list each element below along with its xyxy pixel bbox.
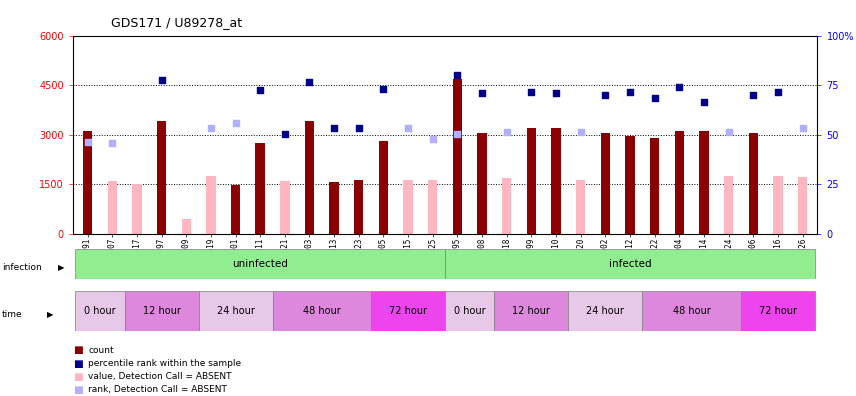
Point: [500, 129, 514, 135]
Text: 48 hour: 48 hour: [673, 306, 710, 316]
Text: GDS171 / U89278_at: GDS171 / U89278_at: [111, 16, 242, 29]
Text: ■: ■: [73, 358, 82, 369]
Point: [155, 77, 169, 84]
Text: 12 hour: 12 hour: [143, 306, 181, 316]
Bar: [403, 179, 413, 234]
Text: 12 hour: 12 hour: [513, 306, 550, 316]
Bar: [206, 176, 216, 234]
Bar: [502, 178, 511, 234]
Bar: [601, 133, 610, 234]
Point: [377, 86, 390, 92]
Bar: [255, 143, 265, 234]
Text: count: count: [88, 346, 114, 355]
Text: infection: infection: [2, 263, 41, 272]
Bar: [699, 131, 709, 234]
Point: [278, 131, 292, 137]
Point: [450, 131, 464, 137]
Bar: [495, 291, 568, 331]
Bar: [330, 181, 339, 234]
Bar: [526, 128, 536, 234]
Text: uninfected: uninfected: [232, 259, 288, 269]
Bar: [445, 291, 495, 331]
Bar: [75, 291, 124, 331]
Bar: [478, 133, 487, 234]
Point: [697, 98, 710, 105]
Point: [352, 125, 366, 131]
Bar: [551, 128, 561, 234]
Bar: [568, 291, 642, 331]
Point: [550, 90, 563, 97]
Bar: [675, 131, 684, 234]
Bar: [108, 181, 117, 234]
Bar: [272, 291, 372, 331]
Bar: [724, 175, 734, 234]
Point: [105, 139, 119, 146]
Text: 0 hour: 0 hour: [454, 306, 485, 316]
Bar: [626, 136, 635, 234]
Bar: [83, 131, 92, 234]
Bar: [773, 175, 782, 234]
Text: ▶: ▶: [47, 310, 54, 319]
Point: [648, 95, 662, 102]
Point: [253, 87, 267, 93]
Bar: [280, 181, 289, 234]
Point: [598, 92, 612, 98]
Point: [722, 129, 735, 135]
Point: [673, 84, 687, 90]
Bar: [576, 179, 586, 234]
Text: ■: ■: [73, 371, 82, 382]
Point: [327, 125, 341, 131]
Point: [574, 129, 587, 135]
Bar: [741, 291, 815, 331]
Bar: [132, 184, 141, 234]
Point: [623, 89, 637, 95]
Text: 72 hour: 72 hour: [759, 306, 797, 316]
Bar: [231, 185, 241, 234]
Point: [80, 139, 94, 145]
Text: infected: infected: [609, 259, 651, 269]
Bar: [798, 177, 807, 234]
Point: [303, 78, 317, 85]
Text: 48 hour: 48 hour: [303, 306, 341, 316]
Bar: [157, 122, 166, 234]
Text: ■: ■: [73, 385, 82, 395]
Bar: [124, 291, 199, 331]
Bar: [445, 249, 815, 279]
Bar: [428, 179, 437, 234]
Bar: [749, 133, 758, 234]
Bar: [453, 78, 462, 234]
Bar: [372, 291, 445, 331]
Bar: [650, 138, 659, 234]
Text: 72 hour: 72 hour: [389, 306, 427, 316]
Point: [796, 125, 810, 131]
Point: [426, 136, 440, 142]
Point: [204, 125, 217, 131]
Bar: [642, 291, 741, 331]
Bar: [199, 291, 272, 331]
Text: ▶: ▶: [58, 263, 65, 272]
Point: [475, 90, 489, 97]
Text: time: time: [2, 310, 22, 319]
Point: [229, 120, 242, 126]
Point: [525, 89, 538, 95]
Bar: [181, 219, 191, 234]
Bar: [354, 180, 364, 234]
Point: [450, 72, 464, 78]
Bar: [379, 141, 388, 234]
Bar: [75, 249, 445, 279]
Text: 24 hour: 24 hour: [586, 306, 624, 316]
Bar: [305, 122, 314, 234]
Text: percentile rank within the sample: percentile rank within the sample: [88, 359, 241, 368]
Text: rank, Detection Call = ABSENT: rank, Detection Call = ABSENT: [88, 385, 227, 394]
Text: 0 hour: 0 hour: [84, 306, 116, 316]
Point: [401, 125, 415, 131]
Point: [771, 89, 785, 95]
Point: [746, 92, 760, 98]
Text: value, Detection Call = ABSENT: value, Detection Call = ABSENT: [88, 372, 232, 381]
Text: ■: ■: [73, 345, 82, 356]
Text: 24 hour: 24 hour: [217, 306, 254, 316]
